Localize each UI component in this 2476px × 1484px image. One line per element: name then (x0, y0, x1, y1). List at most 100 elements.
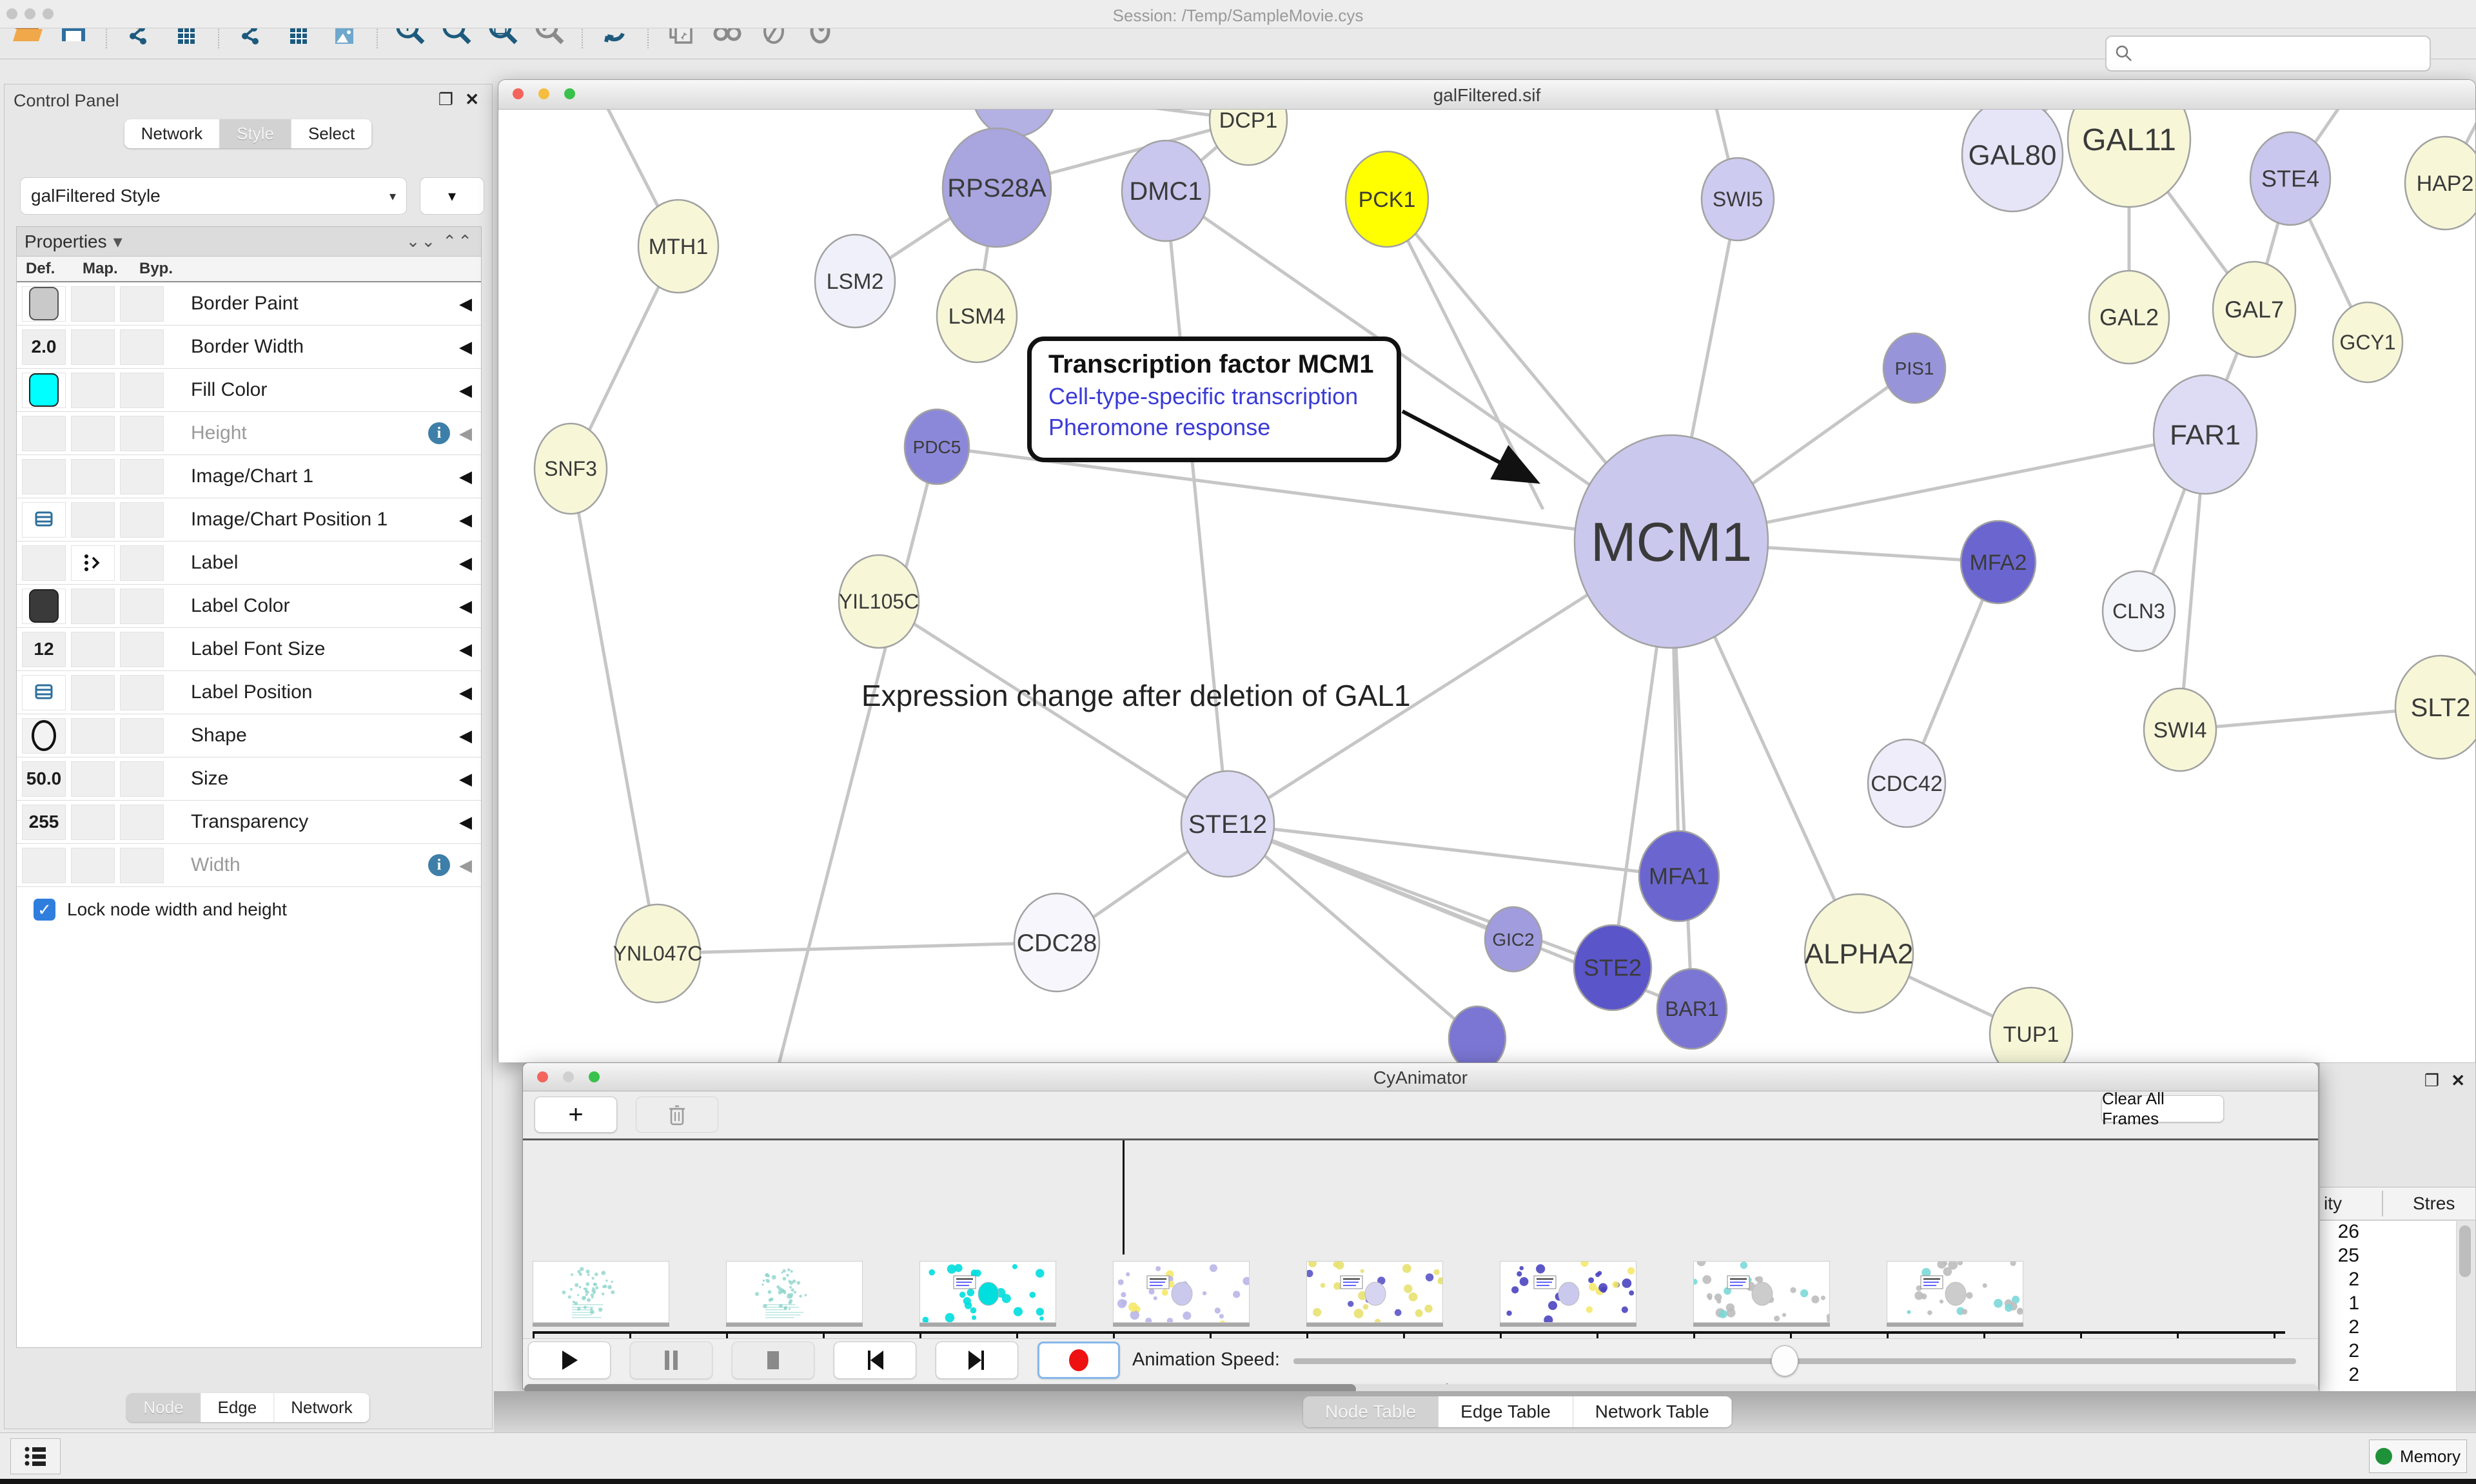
close-panel-icon[interactable]: ✕ (2451, 1071, 2465, 1090)
info-icon[interactable]: i (428, 422, 450, 444)
expand-row-icon[interactable]: ◀ (459, 812, 472, 832)
network-node-swi4[interactable]: SWI4 (2143, 687, 2217, 772)
default-value-cell[interactable] (22, 286, 66, 322)
bypass-value-cell[interactable] (120, 329, 164, 365)
expand-row-icon[interactable]: ◀ (459, 725, 472, 745)
table-row[interactable]: 2 (2348, 1316, 2359, 1338)
property-row-size[interactable]: 50.0 Size ◀ (17, 757, 481, 801)
expand-row-icon[interactable]: ◀ (459, 337, 472, 356)
network-node-ynl047c[interactable]: YNL047C (613, 903, 703, 1004)
delete-frame-button[interactable] (636, 1097, 718, 1133)
bypass-value-cell[interactable] (120, 286, 164, 322)
close-traffic-light[interactable] (537, 1071, 548, 1082)
network-node-dcp1[interactable]: DCP1 (1208, 110, 1288, 166)
minimize-traffic-light[interactable] (538, 88, 549, 99)
network-node-slt2[interactable]: SLT2 (2394, 654, 2475, 760)
expand-row-icon[interactable]: ◀ (459, 466, 472, 486)
property-row-image-chart-position-1[interactable]: Image/Chart Position 1 ◀ (17, 498, 481, 542)
bypass-value-cell[interactable] (120, 718, 164, 754)
network-node-alpha2[interactable]: ALPHA2 (1803, 893, 1914, 1014)
default-value-cell[interactable] (22, 458, 66, 494)
close-panel-icon[interactable]: ✕ (465, 90, 479, 109)
frame-thumbnail-1[interactable] (726, 1261, 863, 1323)
minimize-traffic-light[interactable] (563, 1071, 574, 1082)
network-node-far1[interactable]: FAR1 (2152, 374, 2258, 495)
frame-thumbnail-2[interactable] (919, 1261, 1056, 1323)
column-header[interactable]: ity (2324, 1193, 2342, 1213)
bypass-value-cell[interactable] (120, 847, 164, 883)
mapping-value-cell[interactable] (71, 286, 115, 322)
expand-row-icon[interactable]: ◀ (459, 552, 472, 572)
tab-node[interactable]: Node (126, 1393, 201, 1422)
network-canvas[interactable]: MTH1 LSM2 LSM4 RPS28A DMC1 DCP1 PCK1 SWI5 GAL80 G… (498, 110, 2475, 1062)
network-node-ste2[interactable]: STE2 (1573, 924, 1653, 1011)
tab-edge-table[interactable]: Edge Table (1439, 1396, 1573, 1427)
record-button[interactable] (1037, 1342, 1120, 1379)
expand-all-icon[interactable]: ⌄⌄ ⌃⌃ (406, 231, 473, 251)
expand-row-icon[interactable]: ◀ (459, 768, 472, 788)
lock-checkbox[interactable]: ✓ (34, 899, 55, 921)
cyanimator-titlebar[interactable] (523, 1063, 2318, 1091)
frame-thumbnail-5[interactable] (1500, 1261, 1636, 1323)
tab-network[interactable]: Network (124, 119, 221, 148)
network-node-snf3[interactable]: SNF3 (533, 422, 608, 515)
bypass-value-cell[interactable] (120, 415, 164, 451)
network-node-mcm1[interactable]: MCM1 (1573, 434, 1769, 649)
default-value-cell[interactable] (22, 545, 66, 581)
tab-select[interactable]: Select (291, 119, 373, 148)
network-node-gal80[interactable]: GAL80 (1961, 110, 2064, 213)
mapping-value-cell[interactable] (71, 761, 115, 797)
annotation-link-1[interactable]: Cell-type-specific transcription (1048, 383, 1359, 409)
network-node-bar1[interactable]: BAR1 (1656, 968, 1728, 1050)
network-node-cdc42[interactable]: CDC42 (1867, 738, 1947, 828)
expand-row-icon[interactable]: ◀ (459, 293, 472, 313)
expand-row-icon[interactable]: ◀ (459, 639, 472, 659)
bypass-value-cell[interactable] (120, 631, 164, 667)
slider-knob[interactable] (1771, 1345, 1798, 1376)
property-row-transparency[interactable]: 255 Transparency ◀ (17, 801, 481, 844)
expand-row-icon[interactable]: ◀ (459, 380, 472, 400)
skip-to-start-button[interactable] (834, 1342, 916, 1379)
network-node-ste4[interactable]: STE4 (2249, 131, 2332, 226)
minimize-traffic-light[interactable] (25, 8, 35, 19)
frame-thumbnail-3[interactable] (1113, 1261, 1250, 1323)
default-value-cell[interactable] (22, 718, 66, 754)
default-value-cell[interactable]: 50.0 (22, 761, 66, 797)
mapping-value-cell[interactable] (71, 458, 115, 494)
network-node-gic2[interactable]: GIC2 (1484, 906, 1543, 973)
table-scrollbar[interactable] (2459, 1225, 2471, 1277)
zoom-traffic-light[interactable] (589, 1071, 600, 1082)
close-traffic-light[interactable] (513, 88, 524, 99)
stop-button[interactable] (732, 1342, 814, 1379)
memory-button[interactable]: Memory (2369, 1440, 2467, 1473)
annotation-link-2[interactable]: Pheromone response (1048, 414, 1271, 440)
table-row[interactable]: 2 (2348, 1340, 2359, 1362)
skip-to-end-button[interactable] (936, 1342, 1018, 1379)
property-row-width[interactable]: Width i ◀ (17, 844, 481, 887)
property-row-label[interactable]: Label ◀ (17, 542, 481, 585)
network-node-purp1[interactable] (1448, 1005, 1507, 1062)
property-row-label-color[interactable]: Label Color ◀ (17, 585, 481, 628)
default-value-cell[interactable] (22, 502, 66, 538)
network-node-mfa1[interactable]: MFA1 (1638, 830, 1720, 923)
network-node-lsm2[interactable]: LSM2 (814, 233, 896, 329)
bypass-value-cell[interactable] (120, 545, 164, 581)
frame-thumbnail-6[interactable] (1693, 1261, 1830, 1323)
bypass-value-cell[interactable] (120, 372, 164, 408)
default-value-cell[interactable] (22, 372, 66, 408)
mapping-value-cell[interactable] (71, 631, 115, 667)
table-row[interactable]: 2 (2348, 1269, 2359, 1290)
bypass-value-cell[interactable] (120, 761, 164, 797)
mapping-value-cell[interactable] (71, 329, 115, 365)
property-row-fill-color[interactable]: Fill Color ◀ (17, 369, 481, 412)
default-value-cell[interactable] (22, 847, 66, 883)
network-node-mth1[interactable]: MTH1 (637, 199, 720, 294)
network-node-hap2[interactable]: HAP2 (2404, 135, 2475, 231)
search-box[interactable] (2105, 35, 2431, 72)
expand-row-icon[interactable]: ◀ (459, 596, 472, 616)
network-node-pdc5[interactable]: PDC5 (903, 408, 970, 485)
properties-header[interactable]: Properties ▾ ⌄⌄ ⌃⌃ (17, 227, 481, 257)
tab-edge[interactable]: Edge (201, 1393, 275, 1422)
mapping-value-cell[interactable] (71, 674, 115, 710)
float-panel-icon[interactable]: ❐ (438, 90, 453, 109)
